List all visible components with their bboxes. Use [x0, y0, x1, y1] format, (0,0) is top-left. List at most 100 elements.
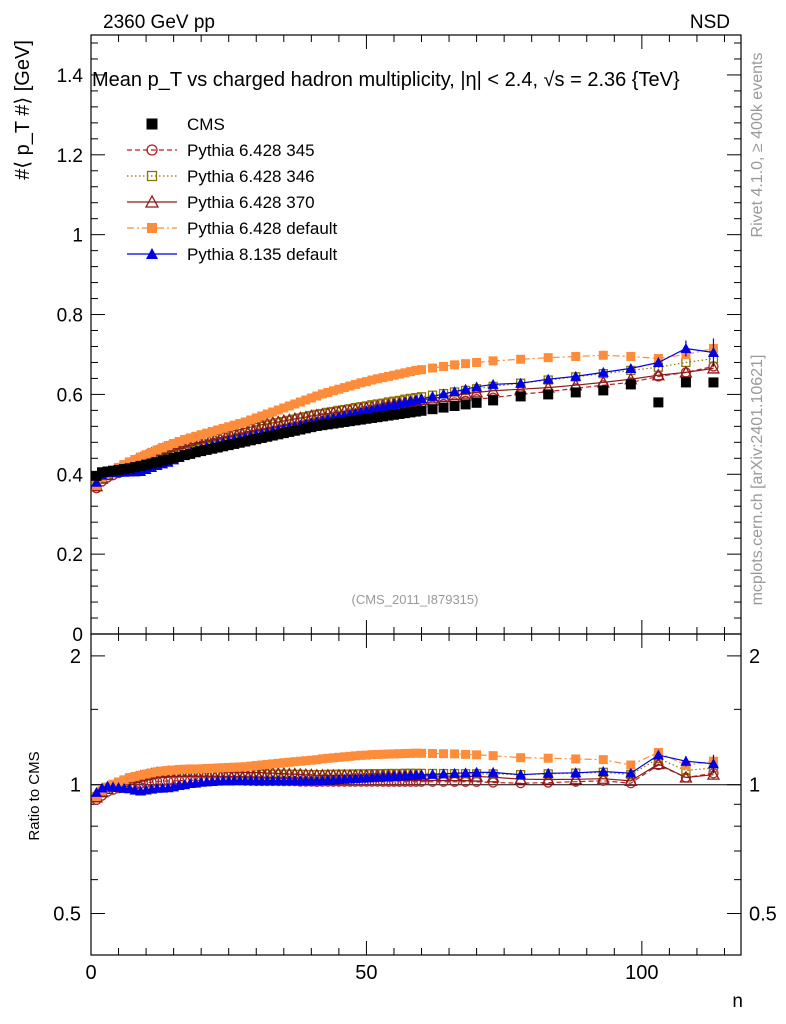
ratio-point [147, 768, 157, 778]
data-point [152, 457, 163, 468]
data-point [571, 351, 581, 361]
data-point [450, 360, 460, 370]
data-point [339, 416, 350, 427]
data-point [180, 435, 190, 445]
ratio-point [207, 763, 217, 773]
data-point [707, 346, 719, 357]
ratio-point [361, 750, 371, 760]
data-point [273, 429, 284, 440]
data-point [372, 374, 382, 384]
data-point [202, 428, 212, 438]
data-point [372, 412, 383, 423]
data-point [366, 412, 377, 423]
ratio-point [339, 752, 349, 762]
y-tick-label: 0.8 [57, 306, 83, 327]
mcplots-reference-label: mcplots.cern.ch [arXiv:2401.10621] [749, 355, 766, 606]
data-point [279, 403, 289, 413]
ratio-point [163, 765, 173, 775]
data-point [229, 438, 240, 449]
ratio-point [389, 749, 399, 759]
ratio-y-tick-label-right: 0.5 [749, 904, 777, 926]
ratio-point [680, 755, 692, 766]
data-point [488, 356, 498, 366]
ratio-point [707, 758, 719, 769]
data-point [185, 433, 195, 443]
y-tick-label: 0.2 [57, 545, 83, 566]
data-point [130, 462, 141, 473]
data-point [136, 452, 146, 462]
data-point [469, 385, 484, 398]
data-point [185, 448, 196, 459]
ratio-point [367, 750, 377, 760]
data-point [389, 370, 399, 380]
ratio-series-pythia-8-135-default [91, 749, 719, 797]
series-line [96, 365, 714, 489]
data-point [626, 351, 636, 361]
legend-marker [146, 144, 158, 156]
ratio-point [596, 771, 610, 784]
ratio-point [136, 770, 146, 780]
data-point [256, 432, 267, 443]
data-point [224, 422, 234, 432]
data-point [361, 377, 371, 387]
data-point [229, 420, 239, 430]
data-point [438, 402, 449, 413]
legend: CMS Pythia 6.428 345 Pythia 6.428 346 Pythi… [127, 115, 338, 264]
ratio-series-layer [89, 747, 721, 806]
ratio-point [169, 765, 179, 775]
ratio-point [119, 775, 129, 785]
ratio-point [516, 753, 526, 763]
data-point [542, 373, 554, 384]
ratio-point [372, 749, 382, 759]
ratio-point [218, 763, 228, 773]
data-point [651, 368, 665, 381]
data-point [306, 422, 317, 433]
data-point [157, 455, 168, 466]
main-plot-area: 0 0.2 0.4 0.6 0.8 1 1.2 1.4 [57, 34, 742, 955]
data-point [708, 377, 719, 388]
ratio-plot-area: 0 50 100 0.5 0.5 1 1 2 2 [53, 633, 777, 984]
data-point [91, 476, 103, 487]
ratio-frame-box [90, 633, 742, 956]
ratio-point [180, 764, 190, 774]
data-point [570, 370, 582, 381]
data-point [653, 397, 664, 408]
ratio-point [224, 762, 234, 772]
ratio-point [625, 767, 637, 778]
process-label: NSD [690, 12, 730, 33]
data-point [169, 439, 179, 449]
data-point [295, 397, 305, 407]
ratio-point [624, 774, 638, 787]
ratio-point [460, 767, 472, 778]
data-point [344, 416, 355, 427]
data-point [472, 357, 482, 367]
data-point [679, 365, 693, 378]
ratio-point [411, 748, 421, 758]
data-point [311, 420, 322, 431]
data-point [135, 460, 146, 471]
data-point [300, 423, 311, 434]
data-point [350, 415, 361, 426]
data-point [158, 443, 168, 453]
ratio-point [328, 753, 338, 763]
data-point [196, 430, 206, 440]
ratio-point [202, 764, 212, 774]
ratio-point [317, 754, 327, 764]
ratio-point [130, 771, 140, 781]
ratio-point [652, 749, 664, 760]
data-point [207, 443, 218, 454]
data-point [240, 436, 251, 447]
data-point [328, 386, 338, 396]
ratio-point [679, 770, 693, 783]
ratio-point [295, 756, 305, 766]
data-point [680, 342, 692, 353]
data-point [598, 385, 609, 396]
legend-label: Pythia 6.428 default [187, 219, 338, 238]
ratio-point [417, 748, 427, 758]
data-point [394, 408, 405, 419]
ratio-point [541, 772, 555, 785]
data-point [207, 427, 217, 437]
data-point [191, 431, 201, 441]
data-point [355, 414, 366, 425]
data-point [680, 377, 691, 388]
